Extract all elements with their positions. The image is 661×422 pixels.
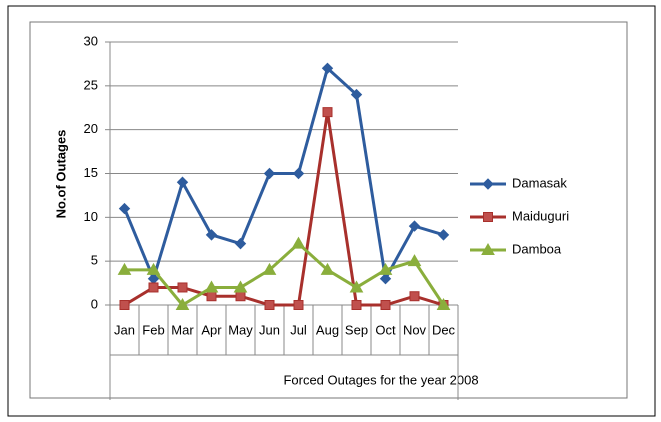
x-tick-label: Jan [114, 322, 135, 337]
y-tick-label: 5 [91, 253, 98, 268]
legend-label: Damasak [512, 175, 567, 190]
marker [293, 300, 304, 310]
x-tick-label: Jun [259, 322, 280, 337]
y-tick-label: 0 [91, 296, 98, 311]
marker [291, 236, 306, 249]
marker [482, 178, 494, 190]
marker [322, 107, 333, 118]
x-tick-label: Dec [432, 322, 456, 337]
marker [148, 282, 159, 293]
y-tick-label: 30 [84, 33, 98, 48]
marker [262, 262, 277, 275]
marker [117, 262, 132, 275]
x-tick-label: Mar [171, 322, 194, 337]
marker [349, 280, 364, 293]
marker [378, 262, 393, 275]
marker [233, 280, 248, 293]
marker [263, 167, 276, 180]
marker [407, 254, 422, 267]
marker [409, 291, 420, 302]
x-tick-label: Apr [201, 322, 222, 337]
marker [379, 272, 392, 285]
y-tick-label: 10 [84, 209, 98, 224]
outer-frame [7, 5, 656, 417]
legend-label: Damboa [512, 241, 562, 256]
marker [408, 220, 421, 232]
marker [204, 280, 219, 293]
x-tick-label: Aug [316, 322, 339, 337]
x-tick-label: Jul [290, 322, 307, 337]
x-tick-label: May [228, 322, 253, 337]
marker [146, 262, 161, 275]
y-tick-label: 20 [84, 121, 98, 136]
y-tick-label: 15 [84, 165, 98, 180]
marker [264, 300, 275, 310]
y-tick-label: 25 [84, 77, 98, 92]
marker [351, 300, 362, 310]
chart-frame [29, 21, 628, 399]
y-axis-title: No.of Outages [53, 130, 68, 219]
marker [177, 282, 188, 293]
marker [481, 242, 495, 255]
marker [206, 291, 217, 302]
marker [320, 262, 335, 275]
x-tick-label: Nov [403, 322, 427, 337]
marker [380, 300, 391, 310]
marker [292, 167, 305, 180]
marker [205, 229, 218, 241]
series-line [124, 241, 445, 307]
marker [235, 291, 246, 302]
marker [436, 297, 451, 310]
series-line [123, 111, 444, 307]
marker [437, 229, 450, 241]
marker [175, 297, 190, 310]
marker [119, 300, 130, 310]
x-tick-label: Sep [345, 322, 368, 337]
marker [350, 88, 363, 101]
x-tick-label: Feb [142, 322, 164, 337]
marker [176, 176, 189, 188]
marker [483, 212, 493, 222]
marker [118, 202, 131, 215]
marker [321, 62, 334, 75]
legend-label: Maiduguri [512, 208, 569, 223]
x-tick-label: Oct [375, 322, 396, 337]
x-axis-title: Forced Outages for the year 2008 [283, 372, 478, 387]
marker [234, 237, 247, 250]
